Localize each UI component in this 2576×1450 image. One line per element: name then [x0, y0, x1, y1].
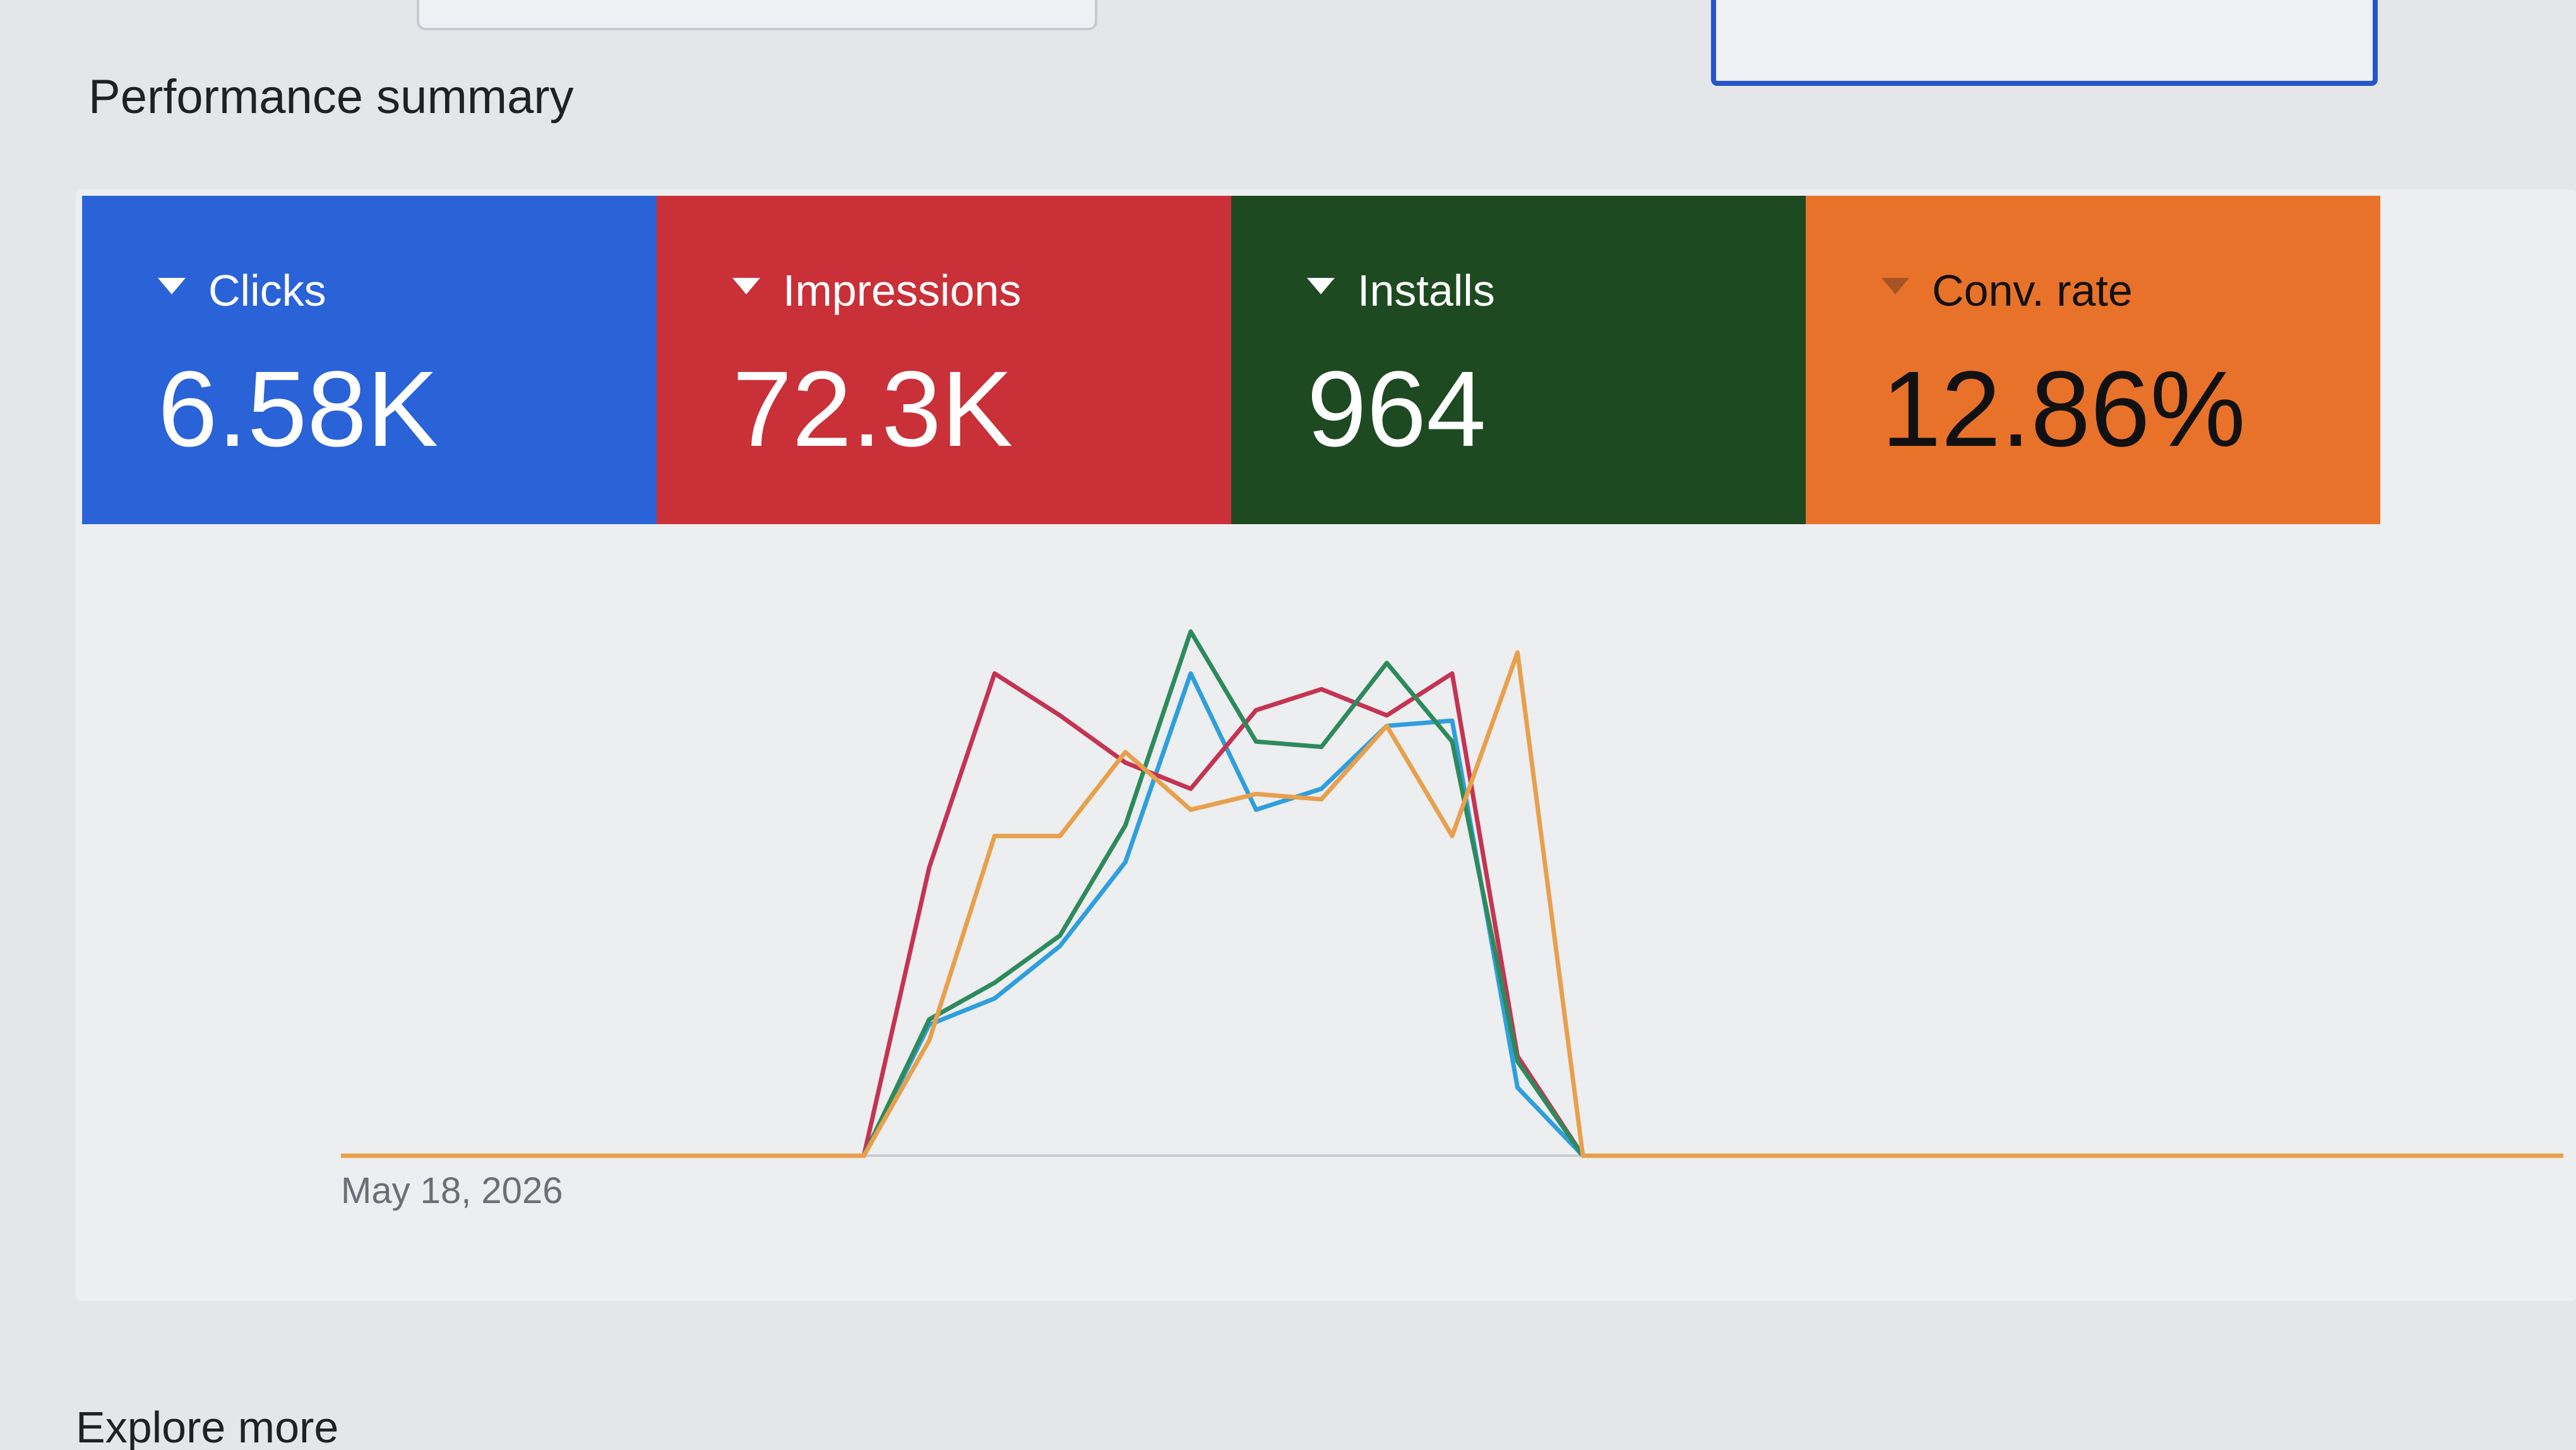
metric-card[interactable]: Installs 964 [1231, 196, 1806, 524]
series-line [341, 650, 2563, 1158]
dropdown-arrow [158, 278, 186, 294]
x-tick-label: May 18, 2026 [341, 1170, 563, 1211]
metric-card[interactable]: Clicks 6.58K [82, 196, 657, 524]
metric-value: 964 [1307, 349, 1486, 469]
section-title: Performance summary [88, 70, 574, 124]
metric-label: Installs [1307, 265, 1495, 316]
metric-card[interactable]: Conv. rate 12.86% [1806, 196, 2380, 524]
tab[interactable] [417, 0, 1097, 30]
section-title: Explore more [76, 1403, 339, 1450]
metric-cards: Clicks 6.58K Impressions 72.3K Installs 964 Co… [82, 196, 2380, 524]
metric-name: Installs [1357, 266, 1495, 315]
metric-label: Clicks [158, 265, 326, 316]
metric-value: 6.58K [158, 349, 439, 469]
dropdown-arrow [1881, 278, 1909, 294]
metric-name: Clicks [208, 266, 326, 315]
metric-value: 12.86% [1881, 349, 2246, 469]
dropdown-arrow [732, 278, 760, 294]
metric-card[interactable]: Impressions 72.3K [657, 196, 1231, 524]
metric-name: Conv. rate [1932, 266, 2133, 315]
metric-label: Impressions [732, 265, 1021, 316]
metric-value: 72.3K [732, 349, 1013, 469]
metric-label: Conv. rate [1881, 265, 2133, 316]
series-line [341, 629, 2563, 1158]
date-picker[interactable] [1711, 0, 2378, 86]
dropdown-arrow [1307, 278, 1335, 294]
metric-name: Impressions [783, 266, 1022, 315]
